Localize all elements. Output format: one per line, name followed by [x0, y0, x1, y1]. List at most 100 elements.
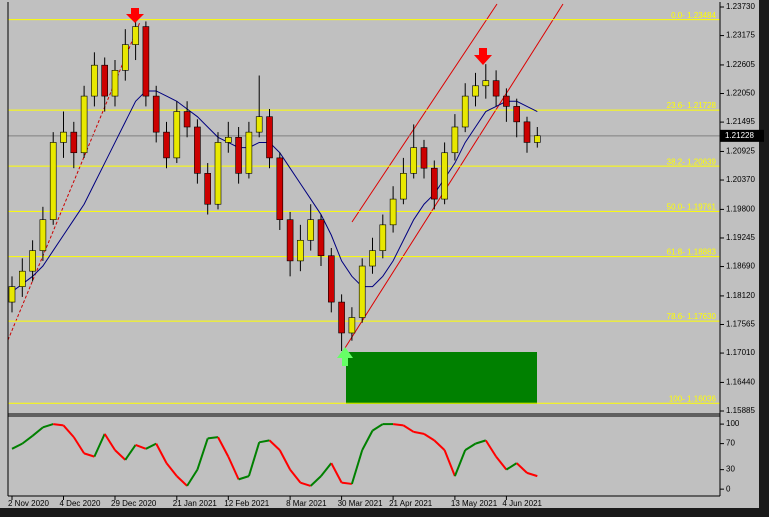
- y-tick-label: 1.18690: [726, 262, 755, 271]
- oscillator-segment: [155, 443, 168, 464]
- oscillator-segment: [21, 435, 34, 445]
- oscillator-segment: [268, 439, 281, 451]
- oscillator-segment: [72, 436, 85, 454]
- x-tick-label: 8 Mar 2021: [286, 499, 327, 508]
- fib-label: 38.2- 1.20639: [667, 157, 717, 166]
- x-tick-label: 12 Feb 2021: [224, 499, 269, 508]
- candle-body: [307, 219, 315, 241]
- candle-body: [101, 64, 108, 97]
- oscillator-segment: [238, 475, 250, 481]
- oscillator-segment: [320, 462, 333, 477]
- oscillator-segment: [62, 424, 75, 438]
- plot: [8, 19, 720, 404]
- oscillator-segment: [484, 439, 497, 458]
- oscillator-segment: [464, 442, 477, 451]
- x-tick-label: 21 Apr 2021: [389, 499, 433, 508]
- oscillator-segment: [247, 442, 261, 477]
- candle-body: [338, 301, 345, 334]
- oscillator-segment: [176, 475, 188, 487]
- candle-body: [163, 131, 170, 159]
- candle-body: [152, 95, 160, 133]
- candle-body: [389, 198, 397, 226]
- candle-body: [286, 219, 294, 262]
- candle-body: [523, 121, 531, 143]
- y-tick-label: 1.18120: [726, 291, 755, 300]
- oscillator-segment: [11, 442, 23, 450]
- oscillator-segment: [443, 449, 456, 477]
- candle-body: [492, 80, 500, 97]
- x-tick-label: 4 Jun 2021: [502, 499, 542, 508]
- candle-body: [297, 239, 304, 262]
- oscillator-segment: [371, 423, 384, 432]
- buy-arrow: [337, 347, 353, 366]
- candle-body: [379, 224, 387, 251]
- oscillator-segment: [310, 475, 322, 487]
- fib-label: 100- 1.16036: [669, 394, 717, 403]
- sell-arrow: [126, 8, 144, 23]
- osc-tick-label: 100: [726, 419, 740, 428]
- channel-lower: [344, 3, 564, 349]
- fib-label: 61.8- 1.18883: [667, 248, 717, 257]
- candle-body: [266, 116, 273, 159]
- y-tick-label: 1.19245: [726, 233, 755, 242]
- x-tick-label: 21 Jan 2021: [173, 499, 218, 508]
- candle-body: [111, 70, 119, 97]
- fib-label: 23.6- 1.21728: [667, 101, 717, 110]
- candle-body: [173, 111, 181, 159]
- oscillator-segment: [402, 424, 415, 433]
- candle-body: [225, 136, 232, 143]
- sell-arrow: [474, 48, 492, 65]
- candle-body: [194, 126, 201, 174]
- y-tick-label: 1.22605: [726, 60, 755, 69]
- candle-body: [245, 131, 253, 174]
- oscillator-segment: [289, 469, 302, 484]
- oscillator-segment: [196, 438, 209, 470]
- candle-body: [441, 152, 448, 200]
- y-tick-label: 1.21495: [726, 117, 755, 126]
- candle-body: [358, 265, 366, 318]
- candle-body: [276, 157, 284, 220]
- y-tick-label: 1.20370: [726, 175, 755, 184]
- oscillator-segment: [124, 444, 137, 461]
- candle-body: [482, 80, 490, 87]
- target-zone: [346, 352, 537, 404]
- fib-label: 50.0- 1.19761: [667, 203, 717, 212]
- candle-body: [235, 136, 242, 174]
- oscillator-segment: [350, 449, 364, 485]
- fib-label: 0.0- 1.23484: [671, 11, 716, 20]
- oscillator-segment: [227, 456, 240, 480]
- y-tick-label: 1.17010: [726, 348, 755, 357]
- candle-body: [255, 116, 263, 133]
- candle-body: [533, 135, 541, 143]
- candle-body: [214, 142, 222, 205]
- x-tick-label: 29 Dec 2020: [111, 499, 157, 508]
- oscillator-segment: [475, 439, 487, 445]
- last-price-label: 1.21228: [725, 131, 754, 140]
- y-tick-label: 1.15885: [726, 406, 755, 415]
- candle-body: [451, 126, 459, 154]
- candle-body: [204, 173, 211, 205]
- y-tick-label: 1.20925: [726, 147, 755, 156]
- oscillator-segment: [433, 439, 446, 451]
- oscillator-segment: [103, 433, 116, 451]
- moving-average: [11, 90, 538, 293]
- candle-body: [122, 44, 129, 71]
- candle-body: [420, 147, 428, 169]
- osc-tick-label: 0: [726, 484, 731, 493]
- candle-body: [183, 111, 191, 128]
- oscillator-segment: [341, 481, 353, 485]
- oscillator-segment: [165, 462, 178, 477]
- candle-body: [70, 131, 78, 154]
- candle-body: [410, 147, 418, 174]
- oscillator-segment: [495, 456, 508, 471]
- x-tick-label: 2 Nov 2020: [8, 499, 49, 508]
- y-tick-label: 1.23175: [726, 31, 755, 40]
- candle-body: [327, 255, 335, 303]
- candle-body: [400, 173, 407, 200]
- osc-tick-label: 30: [726, 465, 735, 474]
- oscillator-segment: [135, 443, 147, 450]
- candle-body: [29, 250, 36, 272]
- x-tick-label: 13 May 2021: [451, 499, 498, 508]
- candle-body: [60, 131, 67, 143]
- candle-body: [142, 26, 150, 97]
